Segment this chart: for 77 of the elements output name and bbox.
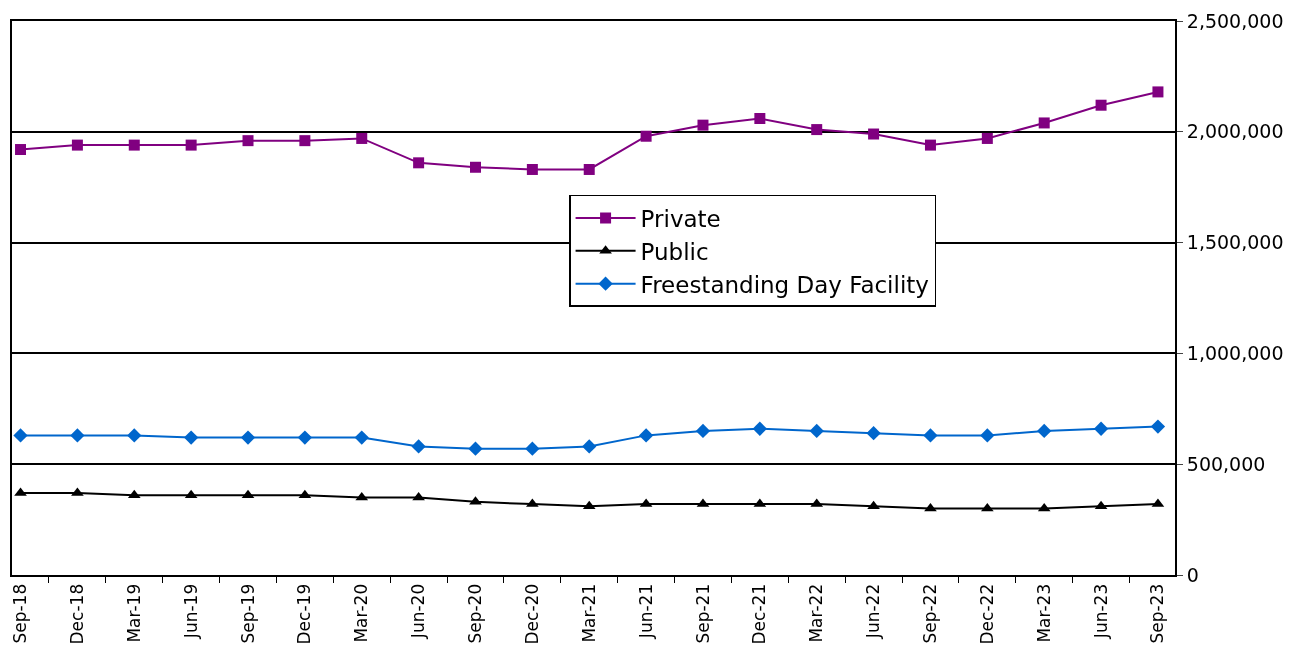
point bbox=[71, 139, 83, 151]
point bbox=[127, 428, 142, 443]
point bbox=[752, 421, 767, 436]
point bbox=[868, 128, 880, 140]
point bbox=[469, 161, 481, 173]
x-tick-label: Dec-22 bbox=[976, 583, 997, 645]
y-tick-label: 2,500,000 bbox=[1186, 9, 1284, 32]
y-tick-label: 500,000 bbox=[1186, 452, 1266, 475]
x-tick-label: Sep-19 bbox=[237, 583, 258, 644]
point bbox=[1150, 419, 1166, 434]
x-tick-label: Sep-21 bbox=[692, 583, 713, 644]
x-tick-label: Sep-20 bbox=[465, 583, 486, 644]
point bbox=[468, 441, 483, 456]
point bbox=[13, 428, 28, 443]
point bbox=[582, 439, 597, 454]
x-tick-label: Dec-18 bbox=[66, 583, 87, 645]
point bbox=[697, 119, 709, 131]
point bbox=[638, 428, 654, 443]
point bbox=[809, 423, 824, 439]
x-tick-label: Sep-18 bbox=[10, 583, 31, 644]
point bbox=[185, 139, 197, 151]
point bbox=[299, 135, 311, 147]
point bbox=[867, 500, 880, 510]
point bbox=[923, 428, 938, 443]
x-tick-label: Jun-22 bbox=[863, 583, 884, 640]
point bbox=[356, 132, 368, 144]
x-tick-label: Dec-20 bbox=[521, 583, 542, 645]
point bbox=[1037, 423, 1052, 439]
point bbox=[183, 430, 199, 445]
point bbox=[583, 163, 595, 175]
point bbox=[128, 139, 140, 151]
point bbox=[297, 430, 313, 445]
point bbox=[1038, 117, 1050, 129]
point bbox=[413, 157, 425, 169]
legend-label: Freestanding Day Facility bbox=[640, 271, 929, 298]
x-tick-label: Jun-19 bbox=[180, 583, 201, 640]
point bbox=[240, 430, 256, 445]
x-tick-label: Mar-23 bbox=[1033, 583, 1054, 643]
x-tick-label: Mar-21 bbox=[578, 583, 599, 643]
point bbox=[412, 491, 425, 501]
point bbox=[866, 426, 881, 441]
point bbox=[811, 124, 823, 136]
x-tick-label: Jun-23 bbox=[1090, 583, 1111, 640]
point bbox=[1152, 86, 1164, 98]
point bbox=[754, 113, 766, 124]
x-tick-label: Mar-20 bbox=[351, 583, 372, 643]
point bbox=[640, 130, 652, 142]
point bbox=[354, 430, 369, 445]
point bbox=[1093, 421, 1109, 436]
x-tick-label: Sep-23 bbox=[1147, 583, 1168, 644]
point bbox=[1094, 500, 1108, 510]
y-tick-label: 1,500,000 bbox=[1186, 231, 1284, 254]
legend-label: Public bbox=[640, 238, 709, 265]
x-tick-label: Dec-19 bbox=[294, 583, 315, 645]
point bbox=[355, 491, 369, 501]
y-tick-label: 0 bbox=[1186, 563, 1199, 586]
x-tick-label: Mar-22 bbox=[806, 583, 827, 643]
point bbox=[15, 144, 27, 156]
point bbox=[526, 163, 538, 175]
point bbox=[411, 439, 426, 454]
y-tick-label: 1,000,000 bbox=[1186, 342, 1284, 365]
point bbox=[980, 428, 995, 443]
legend-label: Private bbox=[640, 205, 721, 232]
x-tick-label: Jun-21 bbox=[635, 583, 656, 640]
x-tick-label: Jun-20 bbox=[408, 583, 429, 640]
point bbox=[525, 441, 540, 456]
point bbox=[242, 135, 254, 147]
point bbox=[70, 428, 85, 443]
point bbox=[582, 500, 596, 510]
y-tick-label: 2,000,000 bbox=[1186, 120, 1284, 143]
point bbox=[695, 423, 711, 439]
x-tick-label: Mar-19 bbox=[123, 583, 144, 643]
point bbox=[1095, 99, 1107, 111]
point bbox=[981, 132, 993, 144]
point bbox=[924, 139, 936, 151]
x-tick-label: Sep-22 bbox=[919, 583, 940, 644]
x-tick-label: Dec-21 bbox=[749, 583, 770, 645]
